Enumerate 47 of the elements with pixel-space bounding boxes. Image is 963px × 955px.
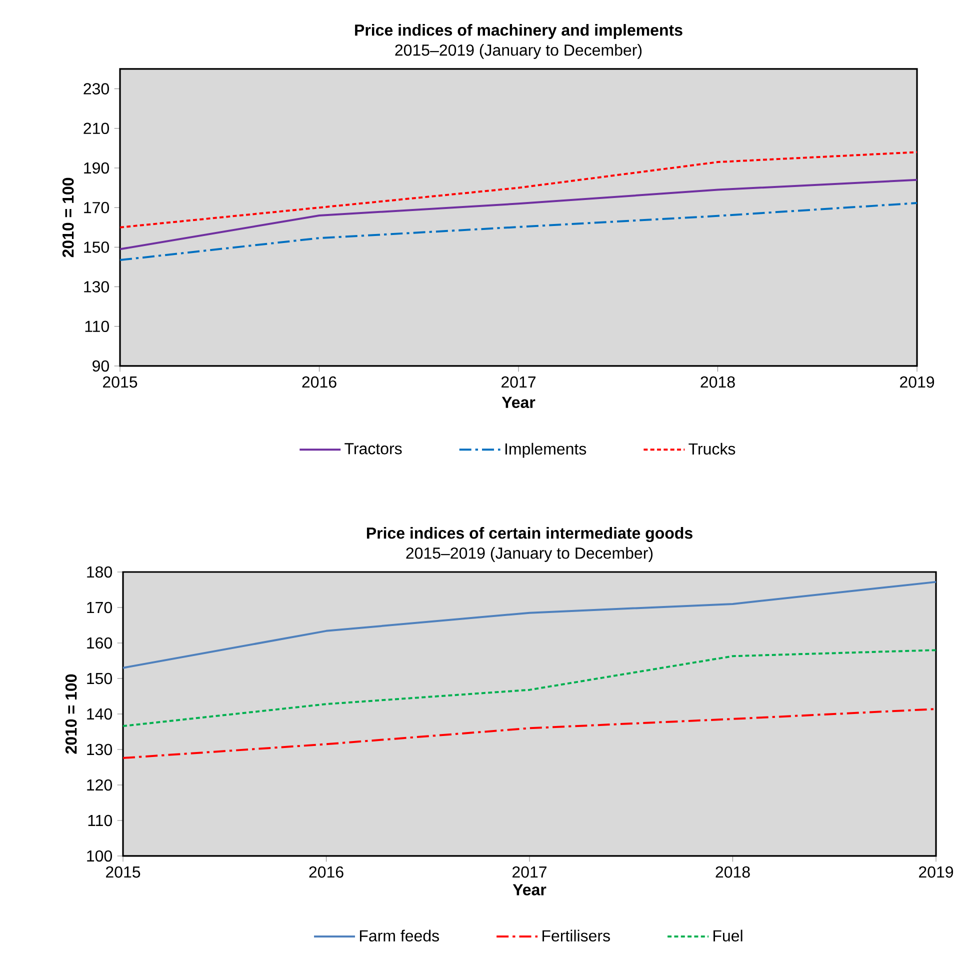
y-tick-label: 150 [84, 242, 109, 253]
chart-title: Price indices of certain intermediate goods [366, 527, 692, 542]
y-tick-label: 160 [87, 637, 112, 649]
y-axis-title: 2010 = 100 [62, 178, 74, 258]
x-tick-label: 2018 [700, 376, 735, 388]
y-tick-label: 180 [87, 566, 112, 578]
line-series [120, 151, 918, 228]
x-tick-label: 2015 [106, 866, 140, 878]
x-tick-label: 2016 [309, 866, 344, 878]
legend-label: Tractors [344, 443, 402, 454]
x-tick-label: 2015 [103, 376, 138, 388]
y-tick-label: 140 [87, 708, 112, 720]
line-series [123, 649, 936, 728]
x-tick-label: 2017 [512, 866, 546, 878]
y-tick-label: 90 [92, 360, 109, 372]
y-tick-label: 170 [84, 202, 109, 214]
line-series [123, 580, 936, 669]
y-tick-label: 190 [84, 162, 109, 174]
y-tick-label: 170 [87, 602, 112, 614]
y-axis-title: 2010 = 100 [65, 674, 77, 754]
chart-subtitle: 2015–2019 (January to December) [406, 547, 653, 562]
legend-label: Trucks [688, 442, 736, 455]
y-tick-label: 130 [84, 281, 109, 292]
x-tick-label: 2019 [919, 866, 954, 878]
y-tick-label: 130 [87, 744, 112, 756]
y-tick-label: 210 [84, 122, 109, 134]
x-axis-title: Year [502, 396, 536, 408]
y-tick-label: 150 [87, 672, 112, 684]
y-tick-label: 110 [85, 320, 109, 332]
x-tick-label: 2019 [900, 376, 934, 388]
y-tick-label: 110 [88, 814, 112, 826]
y-tick-label: 120 [87, 779, 112, 791]
legend-label: Implements [505, 442, 586, 458]
x-tick-label: 2017 [502, 376, 536, 388]
x-tick-label: 2016 [302, 376, 336, 388]
chart-title: Price indices of machinery and implements [355, 24, 682, 39]
line-series [120, 178, 918, 250]
legend-label: Farm feeds [360, 930, 439, 942]
x-axis-title: Year [512, 884, 546, 896]
y-tick-label: 100 [87, 850, 112, 862]
legend-label: Fertilisers [542, 930, 610, 942]
line-series [123, 708, 936, 760]
x-tick-label: 2018 [716, 866, 750, 878]
line-series [120, 202, 918, 262]
y-tick-label: 230 [84, 83, 109, 94]
legend-label: Fuel [714, 930, 742, 942]
chart-subtitle: 2015–2019 (January to December) [395, 44, 642, 59]
